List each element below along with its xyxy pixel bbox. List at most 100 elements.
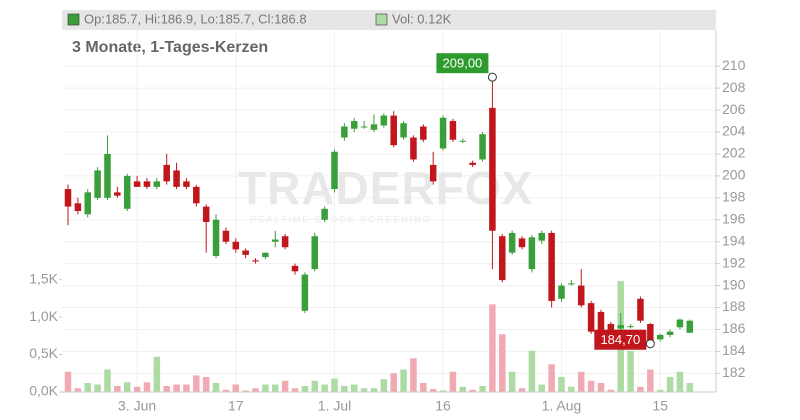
ohlc-header: Op:185.7, Hi:186.9, Lo:185.7, Cl:186.8 [84,11,307,26]
volume-bar [439,390,447,392]
candle-body [597,311,605,332]
candle-body [538,232,546,241]
candle-body [301,274,309,311]
candle-body [311,236,318,270]
candle-body [676,319,684,328]
volume-bar [637,386,644,392]
volume-bar [489,304,496,392]
volume-bar [350,384,358,392]
volume-tick-label: 0,0K [29,383,58,399]
volume-tick-label: 1,0K [29,308,58,324]
candle-body [183,181,190,187]
volume-bar [647,369,654,392]
candle-body [390,115,397,146]
volume-bar [558,377,565,392]
candle-body [420,126,427,140]
volume-bar [459,386,467,392]
volume-bar [370,388,378,392]
candle-body [341,126,348,138]
candle-body [656,334,664,340]
y-tick-label: 192 [722,254,746,270]
y-tick-label: 186 [722,320,746,336]
y-tick-label: 202 [722,145,746,161]
volume-bar [173,384,180,392]
candle-body [350,121,358,129]
y-tick-label: 198 [722,189,746,205]
y-tick-label: 200 [722,167,746,183]
candle-body [143,181,151,187]
volume-bar [301,386,309,392]
volume-bar [449,371,457,392]
volume-bar [341,386,348,392]
candle-body [568,283,575,285]
x-tick-label: 15 [652,398,668,414]
volume-tick-label: 0,5K [29,345,58,361]
candle-body [439,117,447,149]
candle-body [459,140,467,142]
candle-body [647,323,654,344]
candle-body [123,175,131,209]
volume-bar [568,386,575,392]
volume-bar [607,389,615,392]
volume-bar [420,383,427,392]
volume-bar [479,386,486,392]
annotation-box [436,53,489,74]
candle-body [429,164,437,182]
volume-bar [538,384,546,392]
y-tick-label: 188 [722,298,746,314]
volume-bar [686,383,694,392]
volume-bar [64,371,72,392]
annotation-label: 184,70 [600,332,640,347]
volume-bar [390,373,397,392]
candle-body [617,325,624,329]
candle-body [74,203,82,211]
volume-bar [380,379,388,392]
volume-bar [84,383,91,392]
candle-body [499,236,506,281]
x-tick-label: 1. Aug [542,398,582,414]
volume-bar [232,384,240,392]
candle-body [479,134,486,160]
candle-body [222,230,230,242]
header-icon [67,13,80,26]
y-tick-label: 190 [722,276,746,292]
candle-body [558,285,565,299]
watermark: TRADERFOX [238,162,533,214]
candle-body [321,208,328,220]
candle-body [202,206,210,222]
plot [62,30,716,392]
candle-body [627,326,634,328]
candle-body [173,170,180,187]
y-tick-label: 208 [722,79,746,95]
volume-bar [281,380,289,392]
candle-body [133,181,141,187]
volume-bar [548,364,555,392]
y-tick-label: 184 [722,342,746,358]
volume-bar [242,390,249,392]
volume-bar [272,384,279,392]
y-tick-label: 196 [722,210,746,226]
candle-body [193,186,200,204]
volume-bar [212,383,220,392]
candle-body [360,126,368,128]
candle-body [272,239,279,242]
annotation-label: 209,00 [443,56,483,71]
x-tick-label: 3. Jun [118,398,156,414]
volume-tick-label: 1,5K [29,270,58,286]
volume-header: Vol: 0.12K [392,11,452,26]
candle-body [163,164,170,182]
candle-body [262,252,269,258]
annotation-box [594,329,647,350]
volume-bar [153,356,161,392]
volume-bar [528,350,536,392]
volume-bar [163,386,170,392]
candle-body [104,153,111,198]
x-tick-label: 16 [435,398,451,414]
candle-body [370,124,378,130]
volume-bar [331,378,338,392]
volume-bar [518,388,526,392]
y-tick-label: 210 [722,57,746,73]
candle-body [686,320,694,333]
candle-body [331,151,338,190]
